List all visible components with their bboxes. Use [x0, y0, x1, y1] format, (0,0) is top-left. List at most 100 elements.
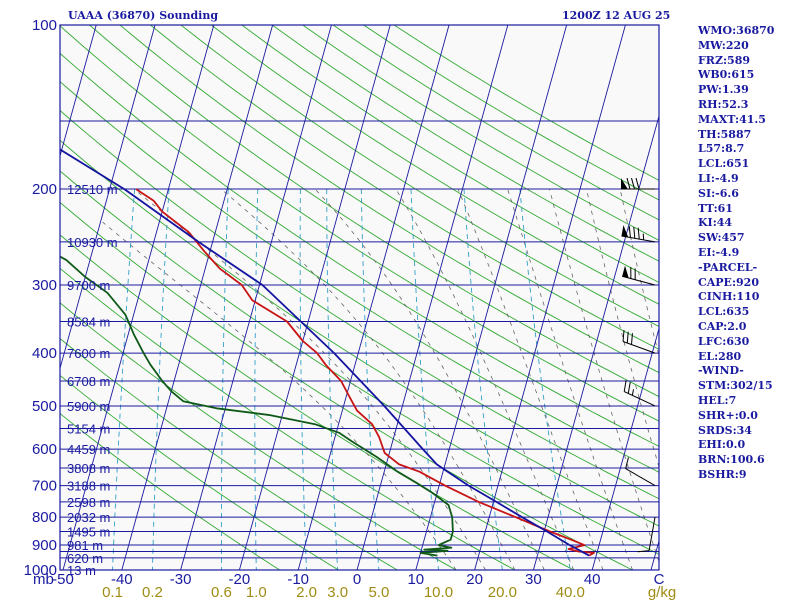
mixing-ratio-label: 5.0 [368, 584, 389, 600]
mixing-ratio-line [112, 189, 136, 570]
temperature-tick-label: -20 [229, 571, 251, 588]
wind-barb [622, 265, 656, 286]
temperature-tick-label: 30 [525, 571, 542, 588]
plot-frame [59, 24, 660, 571]
plot-background [60, 25, 659, 570]
parameter-item: EL:280 [698, 349, 742, 363]
parameter-item: SI:-6.6 [698, 186, 739, 200]
parameter-item: TT:61 [698, 201, 733, 215]
mixing-ratio-line [410, 189, 439, 570]
height-label: 1495 m [67, 525, 110, 540]
height-label: 3188 m [67, 479, 110, 494]
height-label: 5900 m [67, 399, 110, 414]
height-label: 620 m [67, 551, 103, 566]
isotherm [62, 25, 215, 570]
mixing-ratio-label: 10.0 [424, 584, 453, 600]
parameter-item: -WIND- [698, 364, 744, 378]
parameter-item: HEL:7 [698, 393, 737, 407]
moist-adiabat [314, 188, 545, 570]
mixing-ratio-unit-label: g/kg [648, 584, 676, 600]
parameter-item: MAXT:41.5 [698, 112, 766, 126]
mixing-ratio-line [151, 189, 170, 570]
temperature-tick-label: 0 [353, 571, 361, 588]
height-label: 2032 m [67, 510, 110, 525]
moist-adiabat [619, 189, 659, 357]
mixing-ratio-line [220, 189, 229, 570]
wind-barb [621, 177, 655, 190]
temperature-tick-label: 20 [466, 571, 483, 588]
wind-barb-feather [631, 177, 635, 190]
pressure-tick-label: 300 [32, 277, 57, 294]
parameter-item: MW:220 [698, 38, 749, 52]
wind-barb-shaft [622, 341, 656, 354]
wind-barb-feather [628, 226, 631, 238]
dewpoint-profile [60, 255, 454, 557]
parameter-item: SHR+:0.0 [698, 408, 758, 422]
isotherm [415, 25, 568, 570]
isotherm [591, 326, 659, 570]
parameter-item: STM:302/15 [698, 379, 773, 393]
moist-adiabat [102, 221, 457, 570]
parameter-item: SRDS:34 [698, 423, 752, 437]
mixing-ratio-line [360, 189, 380, 570]
wind-barb-shaft [625, 468, 656, 487]
mixing-ratio-line [299, 189, 307, 570]
wind-barb-shaft [621, 235, 656, 243]
chart-timestamp: 1200Z 12 AUG 25 [562, 9, 671, 22]
mixing-ratio-line [326, 189, 339, 570]
parameter-item: -PARCEL- [698, 260, 758, 274]
pressure-tick-label: 600 [32, 441, 57, 458]
wind-barb-feather [631, 333, 633, 345]
parameter-item: TH:5887 [698, 127, 752, 141]
wind-barb-feather [637, 227, 640, 240]
wind-barb-shaft [623, 391, 656, 407]
isotherm [60, 25, 156, 371]
height-label: 7600 m [67, 346, 110, 361]
mixing-ratio-label: 0.6 [211, 584, 232, 600]
parcel-path [60, 148, 590, 557]
parameter-item: EHI:0.0 [698, 438, 746, 452]
temperature-tick-label: 40 [584, 571, 601, 588]
pressure-tick-label: 800 [32, 509, 57, 526]
mixing-ratio-label: 0.1 [102, 584, 123, 600]
parameter-item: KI:44 [698, 216, 733, 230]
parameter-panel: WMO:36870 MW:220 FRZ:589 WB0:615 PW:1.39 RH:5… [698, 24, 798, 483]
isotherm [238, 25, 391, 570]
parameter-item: LCL:651 [698, 157, 750, 171]
height-label: 981 m [67, 538, 103, 553]
parameter-item: WB0:615 [698, 68, 755, 82]
isotherm [532, 114, 659, 570]
wind-barb-feather [631, 389, 635, 396]
wind-barb-flag [622, 265, 629, 278]
isotherm [474, 25, 626, 570]
height-label: 5154 m [67, 421, 110, 436]
wind-barb [637, 517, 656, 553]
wind-barb-flag [621, 225, 629, 238]
wind-barb-feather [637, 550, 650, 553]
wind-barb-feather [623, 380, 627, 392]
wind-barb [623, 380, 656, 407]
isotherm [121, 25, 274, 570]
parameter-item: BRN:100.6 [698, 453, 765, 467]
height-label: 8584 m [67, 315, 110, 330]
wind-barb-feather [626, 177, 631, 190]
wind-barb-feather [622, 330, 625, 342]
wind-barb-feather [633, 226, 636, 239]
isotherm [297, 25, 450, 570]
parameter-item: L57:8.7 [698, 142, 745, 156]
y-axis-unit-label: mb [33, 571, 54, 588]
parameter-item: LCL:635 [698, 305, 750, 319]
chart-title: UAAA (36870) Sounding [68, 9, 219, 22]
parameter-item: EI:-4.9 [698, 245, 740, 259]
parameter-item: FRZ:589 [698, 53, 751, 67]
wind-barb-feather [625, 457, 629, 469]
pressure-tick-label: 700 [32, 478, 57, 495]
temperature-tick-label: -10 [287, 571, 309, 588]
height-label: 4459 m [67, 442, 110, 457]
height-label: 3808 m [67, 461, 110, 476]
isotherm [356, 25, 509, 570]
parameter-item: LFC:630 [698, 334, 750, 348]
plot-area [60, 25, 659, 570]
wind-barb-feather [635, 177, 640, 190]
